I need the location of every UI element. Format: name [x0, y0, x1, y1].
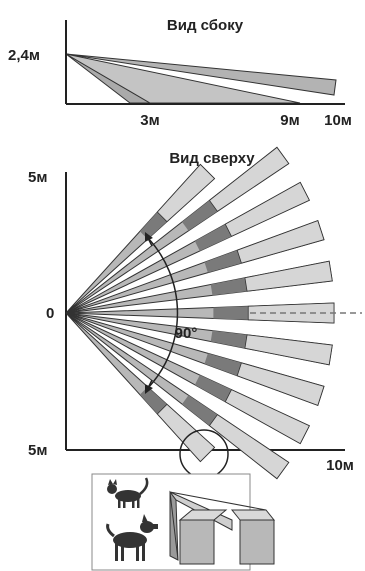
side-view-tick-10m: 10м — [324, 112, 352, 129]
top-view-title: Вид сверху — [169, 150, 255, 167]
detection-beam-far-segment — [156, 403, 216, 463]
detection-beam-far-segment — [208, 146, 290, 212]
detection-beam-segment — [194, 375, 232, 402]
detection-beam-far-segment — [224, 181, 310, 237]
side-view-title: Вид сбоку — [167, 17, 244, 34]
detection-beam-far-segment — [236, 220, 325, 264]
detection-beam-segment — [182, 200, 218, 231]
angle-label: 90° — [175, 325, 198, 342]
detection-beams — [65, 146, 335, 480]
beam-cross-section-blocks — [169, 490, 276, 565]
dog-icon — [106, 514, 158, 561]
side-view-height-label: 2,4м — [8, 47, 40, 64]
detection-beam-far-segment — [236, 362, 325, 406]
detection-beam-segment — [194, 224, 232, 251]
detection-beam-segment — [182, 395, 218, 426]
side-view-far-zone — [65, 53, 337, 96]
detection-beam-segment — [213, 306, 249, 320]
side-view-tick-9m: 9м — [280, 112, 299, 129]
top-view-y-mid-label: 0 — [46, 305, 54, 322]
detection-beam-segment — [204, 250, 242, 273]
cat-icon — [107, 477, 149, 508]
detection-beam-segment — [210, 277, 248, 296]
top-view-y-top-label: 5м — [28, 169, 47, 186]
coverage-angle-arc — [146, 236, 179, 390]
top-view-y-bottom-label: 5м — [28, 442, 47, 459]
detection-beam-far-segment — [224, 389, 310, 445]
detection-beam-far-segment — [156, 163, 216, 223]
pet-immunity-illustration — [91, 473, 276, 571]
detection-beam-segment — [210, 330, 248, 349]
side-view: Вид сбоку 2,4м 3м 9м 10м — [8, 17, 352, 129]
arc-arrow-bottom — [144, 379, 154, 395]
detection-beam-far-segment — [208, 414, 290, 480]
detection-beam-segment — [204, 353, 242, 376]
top-view-x-end-label: 10м — [326, 457, 354, 474]
top-view: Вид сверху 90° 5м 0 5м 10м — [28, 146, 362, 500]
detection-beam-far-segment — [244, 334, 333, 366]
arc-arrow-top — [144, 231, 154, 247]
side-view-tick-3m: 3м — [140, 112, 159, 129]
detection-beam-far-segment — [244, 260, 333, 292]
